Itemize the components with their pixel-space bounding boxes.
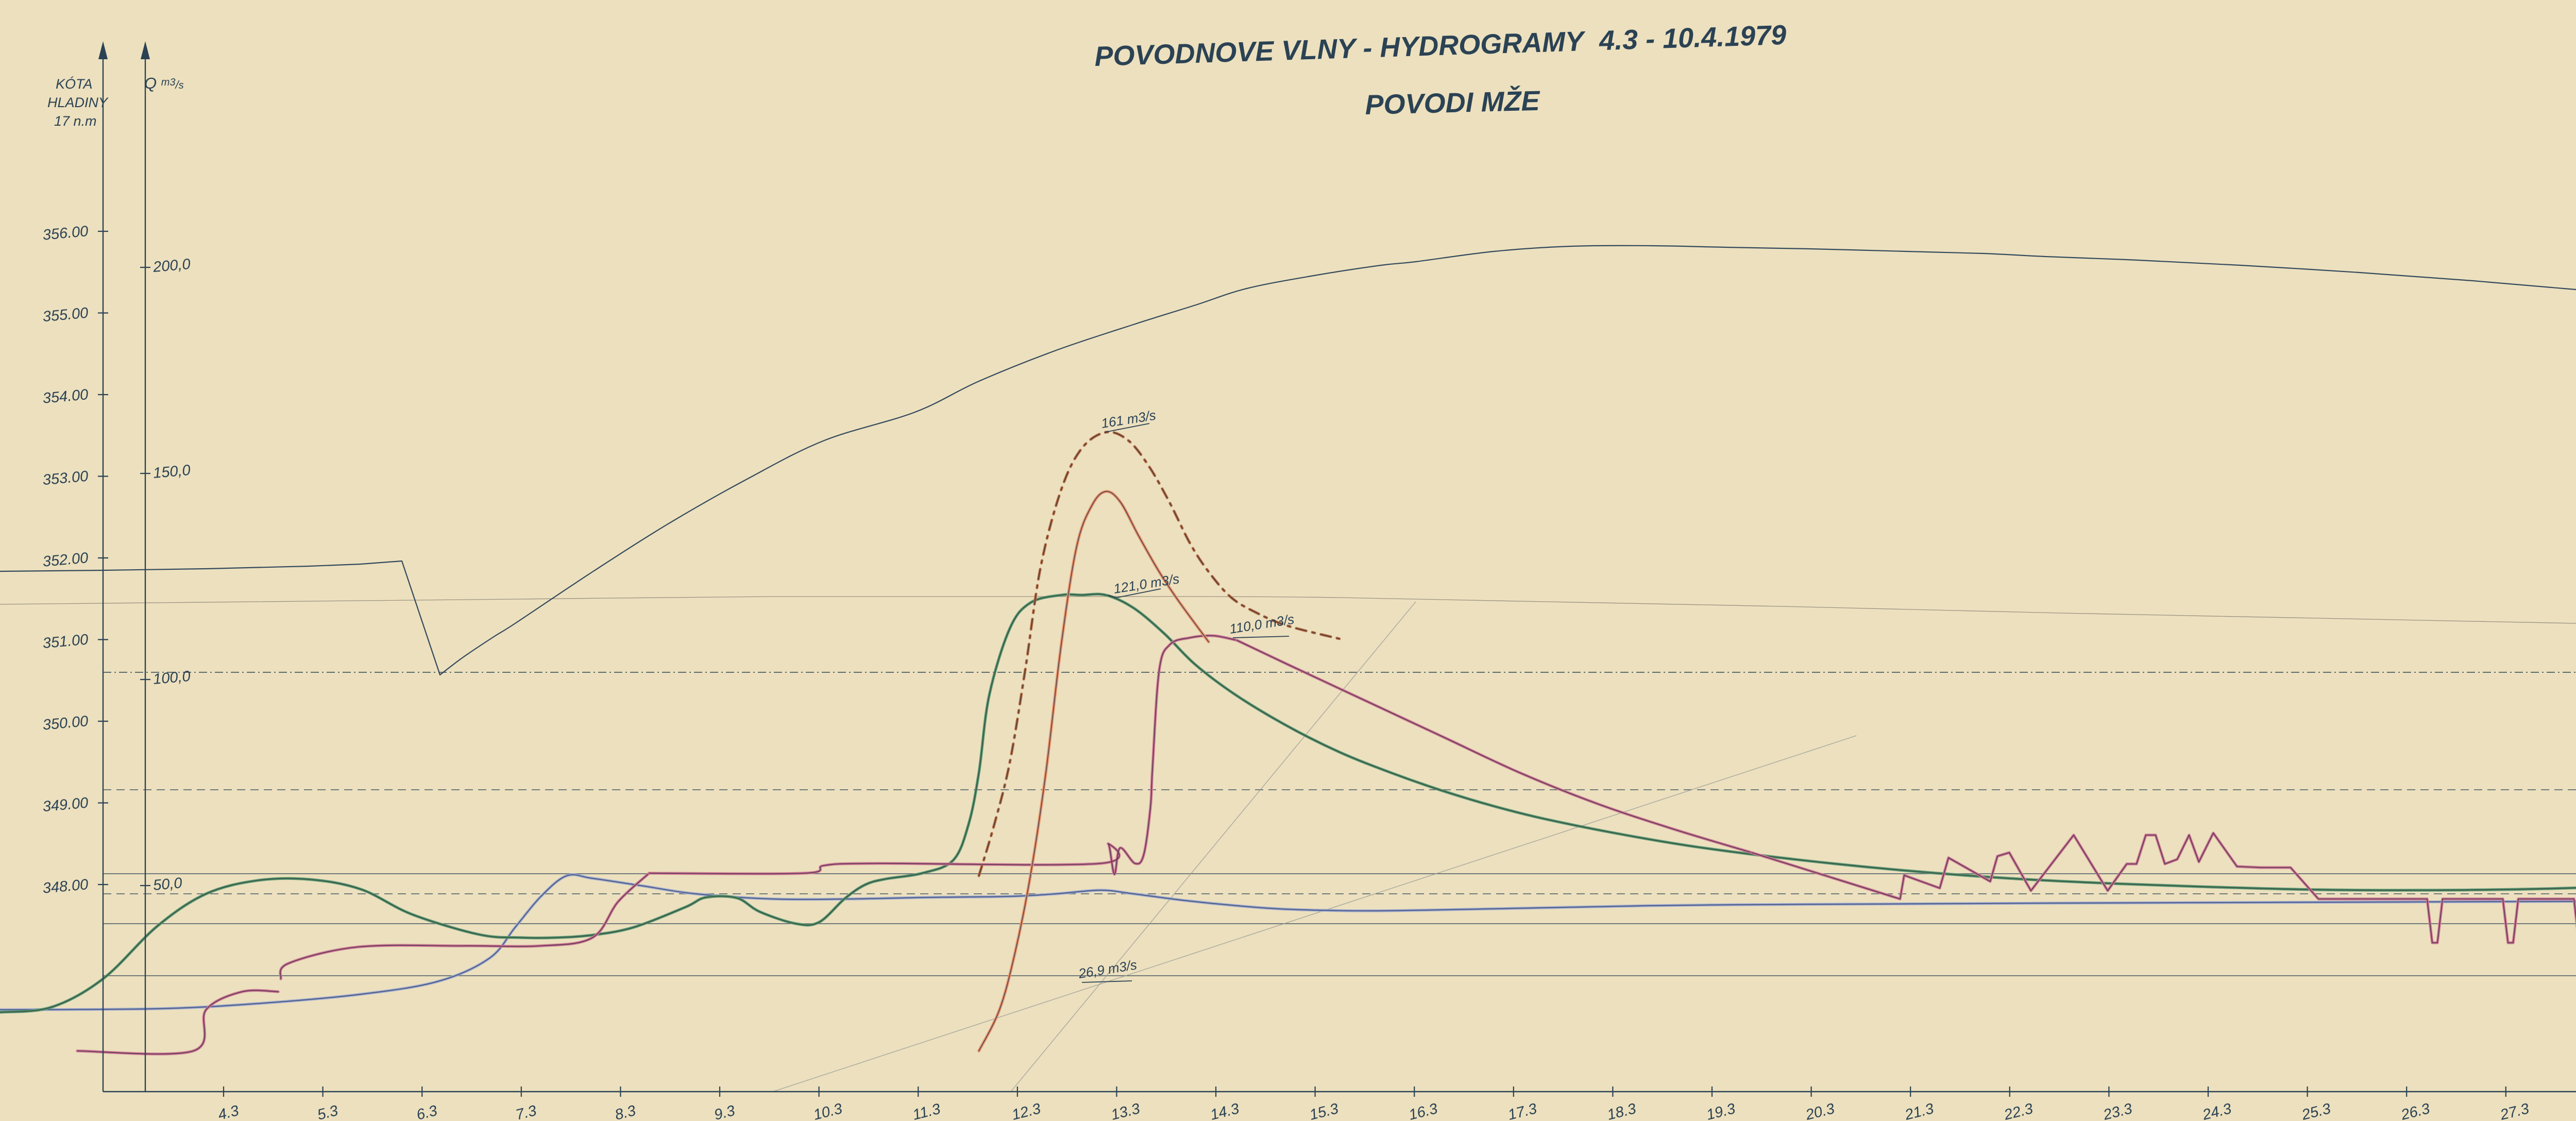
svg-text:KÓTA: KÓTA [56, 76, 93, 92]
svg-text:HLADINY: HLADINY [47, 95, 109, 110]
svg-text:200,0: 200,0 [152, 256, 191, 276]
svg-text:POVODI MŽE: POVODI MŽE [1365, 85, 1541, 121]
svg-text:100,0: 100,0 [152, 668, 191, 688]
svg-text:150,0: 150,0 [152, 462, 191, 482]
svg-text:50,0: 50,0 [152, 875, 183, 894]
svg-text:17 n.m: 17 n.m [54, 113, 97, 129]
